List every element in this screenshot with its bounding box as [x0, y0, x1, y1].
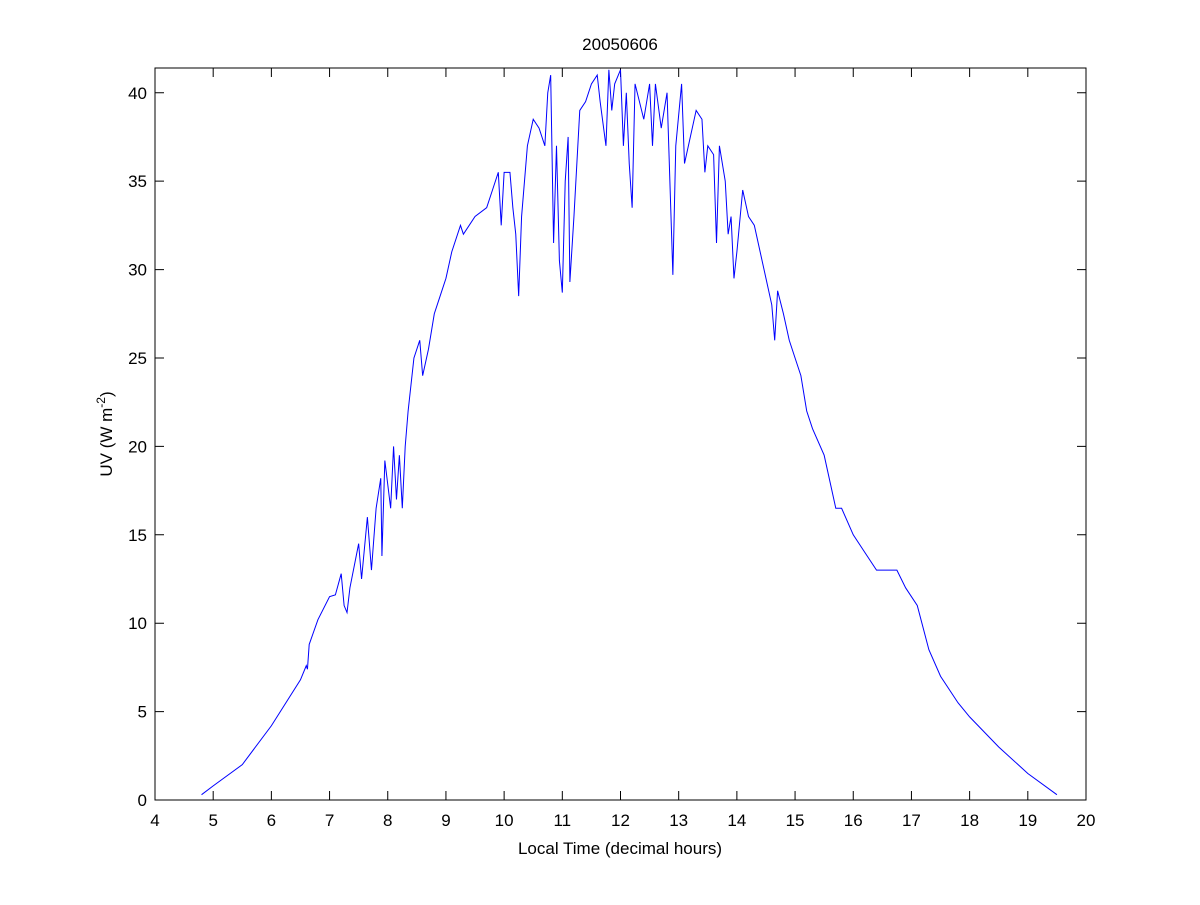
y-label-text: UV (W m — [97, 408, 116, 477]
x-tick-label: 6 — [267, 811, 276, 830]
x-tick-label: 5 — [208, 811, 217, 830]
x-tick-label: 11 — [553, 811, 571, 830]
x-tick-label: 10 — [495, 811, 514, 830]
y-axis-label: UV (W m-2) — [94, 391, 116, 476]
y-label-tail: ) — [97, 391, 116, 397]
y-tick-label: 40 — [128, 84, 147, 103]
y-tick-label: 10 — [128, 614, 147, 633]
chart-title: 20050606 — [582, 35, 658, 54]
x-tick-label: 12 — [611, 811, 630, 830]
x-tick-label: 15 — [786, 811, 805, 830]
x-tick-label: 17 — [902, 811, 921, 830]
x-tick-label: 4 — [150, 811, 159, 830]
y-tick-label: 0 — [138, 791, 147, 810]
x-tick-label: 7 — [325, 811, 334, 830]
x-tick-label: 13 — [669, 811, 688, 830]
y-tick-label: 15 — [128, 526, 147, 545]
data-line — [201, 69, 1058, 796]
y-tick-label: 30 — [128, 261, 147, 280]
x-tick-label: 18 — [960, 811, 979, 830]
x-tick-label: 20 — [1077, 811, 1096, 830]
x-tick-label: 8 — [383, 811, 392, 830]
x-tick-label: 14 — [727, 811, 746, 830]
y-tick-label: 35 — [128, 172, 147, 191]
x-axis-label: Local Time (decimal hours) — [518, 839, 722, 858]
x-tick-label: 16 — [844, 811, 863, 830]
x-tick-label: 9 — [441, 811, 450, 830]
y-tick-label: 25 — [128, 349, 147, 368]
y-tick-label: 5 — [138, 703, 147, 722]
y-tick-label: 20 — [128, 437, 147, 456]
plot-area — [154, 67, 1087, 801]
x-tick-label: 19 — [1018, 811, 1037, 830]
y-label-sup: -2 — [94, 397, 108, 408]
